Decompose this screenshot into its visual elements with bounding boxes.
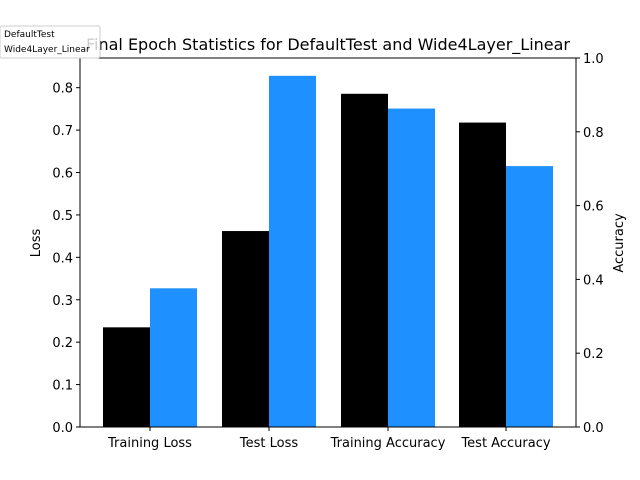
y-tick-label-right: 0.6	[583, 200, 604, 215]
x-tick-label: Training Accuracy	[330, 436, 446, 451]
y-tick-label-left: 0.4	[52, 251, 73, 266]
x-tick-label: Test Accuracy	[460, 436, 550, 451]
y-tick-label-left: 0.7	[52, 124, 73, 139]
y-tick-label-right: 0.0	[583, 421, 604, 436]
legend: DefaultTest Wide4Layer_Linear	[0, 25, 101, 59]
x-tick-label: Training Loss	[107, 436, 192, 451]
y-tick-label-left: 0.6	[52, 167, 73, 182]
y-tick-label-left: 0.1	[52, 379, 73, 394]
y-tick-label-right: 0.8	[583, 126, 604, 141]
y-axis-label-left: Loss	[29, 229, 44, 258]
bar-defaulttest-training-accuracy	[341, 93, 388, 427]
legend-entry-wide4layer: Wide4Layer_Linear	[4, 45, 90, 55]
y-tick-label-left: 0.8	[52, 82, 73, 97]
bar-wide4layer-linear-test-loss	[269, 75, 316, 428]
y-tick-label-left: 0.5	[52, 209, 73, 224]
y-tick-label-right: 1.0	[583, 52, 604, 67]
legend-entry-defaulttest: DefaultTest	[4, 30, 55, 40]
bar-defaulttest-training-loss	[103, 327, 150, 427]
bars-group	[103, 75, 553, 428]
y-tick-label-right: 0.2	[583, 347, 604, 362]
legend-box	[0, 25, 101, 59]
chart-title: Final Epoch Statistics for DefaultTest a…	[86, 35, 570, 55]
y-axis-label-right: Accuracy	[612, 213, 627, 273]
bar-wide4layer-linear-test-accuracy	[506, 166, 553, 427]
y-tick-label-right: 0.4	[583, 273, 604, 288]
x-tick-label: Test Loss	[239, 436, 298, 451]
y-tick-label-left: 0.0	[52, 421, 73, 436]
y-tick-label-left: 0.2	[52, 336, 73, 351]
bar-wide4layer-linear-training-accuracy	[388, 108, 435, 427]
bar-defaulttest-test-loss	[222, 231, 269, 427]
ticks-group: Training Loss Test Loss Training Accuracy T…	[52, 52, 603, 451]
bar-wide4layer-linear-training-loss	[150, 288, 197, 427]
bar-defaulttest-test-accuracy	[459, 122, 506, 427]
y-tick-label-left: 0.3	[52, 294, 73, 309]
plot-frame	[79, 57, 577, 428]
